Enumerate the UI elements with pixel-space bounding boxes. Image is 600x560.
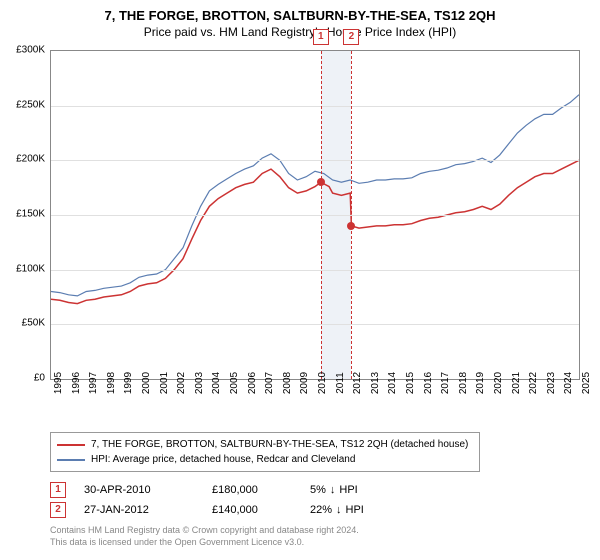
- x-axis-label: 2012: [352, 372, 363, 394]
- sale-badge: 1: [50, 482, 66, 498]
- x-axis-label: 2014: [387, 372, 398, 394]
- y-axis-label: £100K: [16, 263, 45, 274]
- gridline: [51, 160, 579, 161]
- x-axis-label: 2021: [511, 372, 522, 394]
- y-axis-label: £150K: [16, 209, 45, 220]
- sale-point-dot: [317, 178, 325, 186]
- x-axis-label: 2022: [528, 372, 539, 394]
- legend-swatch: [57, 444, 85, 446]
- sale-price: £180,000: [212, 484, 292, 496]
- x-axis-label: 2001: [159, 372, 170, 394]
- sale-date: 27-JAN-2012: [84, 504, 194, 516]
- legend-item-hpi: HPI: Average price, detached house, Redc…: [57, 452, 473, 467]
- sales-table: 130-APR-2010£180,0005%↓HPI227-JAN-2012£1…: [50, 480, 364, 520]
- footer-line: This data is licensed under the Open Gov…: [50, 537, 359, 549]
- x-axis-label: 2003: [194, 372, 205, 394]
- diff-pct: 22%: [310, 504, 332, 516]
- diff-pct: 5%: [310, 484, 326, 496]
- sale-price: £140,000: [212, 504, 292, 516]
- legend-label: 7, THE FORGE, BROTTON, SALTBURN-BY-THE-S…: [91, 437, 468, 452]
- gridline: [51, 324, 579, 325]
- arrow-down-icon: ↓: [336, 504, 342, 516]
- x-axis-label: 2006: [247, 372, 258, 394]
- x-axis-label: 1996: [71, 372, 82, 394]
- footer-attribution: Contains HM Land Registry data © Crown c…: [50, 525, 359, 548]
- x-axis-label: 2007: [264, 372, 275, 394]
- x-axis-label: 2016: [423, 372, 434, 394]
- x-axis-label: 2008: [282, 372, 293, 394]
- legend-swatch: [57, 459, 85, 461]
- legend-box: 7, THE FORGE, BROTTON, SALTBURN-BY-THE-S…: [50, 432, 480, 472]
- gridline: [51, 270, 579, 271]
- legend-label: HPI: Average price, detached house, Redc…: [91, 452, 355, 467]
- x-axis-label: 2011: [335, 372, 346, 394]
- marker-badge: 1: [313, 29, 329, 45]
- marker-line: [351, 51, 353, 379]
- footer-line: Contains HM Land Registry data © Crown c…: [50, 525, 359, 537]
- y-axis-label: £50K: [22, 318, 45, 329]
- x-axis-label: 2005: [229, 372, 240, 394]
- x-axis-label: 2002: [176, 372, 187, 394]
- x-axis-label: 1999: [123, 372, 134, 394]
- diff-suffix: HPI: [339, 484, 357, 496]
- gridline: [51, 215, 579, 216]
- x-axis-label: 2004: [211, 372, 222, 394]
- sale-row: 2 27-JAN-2012 £140,000 22% ↓ HPI: [50, 500, 364, 520]
- x-axis-label: 2010: [317, 372, 328, 394]
- x-axis-label: 2009: [299, 372, 310, 394]
- chart-title: 7, THE FORGE, BROTTON, SALTBURN-BY-THE-S…: [0, 0, 600, 23]
- x-axis-label: 2000: [141, 372, 152, 394]
- x-axis-label: 1997: [88, 372, 99, 394]
- x-axis-label: 2019: [475, 372, 486, 394]
- x-axis-label: 2013: [370, 372, 381, 394]
- marker-line: [321, 51, 323, 379]
- x-axis-label: 2015: [405, 372, 416, 394]
- chart-subtitle: Price paid vs. HM Land Registry's House …: [0, 23, 600, 39]
- y-axis-label: £250K: [16, 99, 45, 110]
- sale-point-dot: [347, 222, 355, 230]
- plot-region: 12: [50, 50, 580, 380]
- diff-suffix: HPI: [346, 504, 364, 516]
- x-axis-label: 2017: [440, 372, 451, 394]
- sale-diff: 22% ↓ HPI: [310, 504, 364, 516]
- x-axis-label: 1995: [53, 372, 64, 394]
- y-axis-label: £0: [34, 373, 45, 384]
- x-axis-label: 2018: [458, 372, 469, 394]
- legend-item-property: 7, THE FORGE, BROTTON, SALTBURN-BY-THE-S…: [57, 437, 473, 452]
- y-axis-label: £200K: [16, 154, 45, 165]
- gridline: [51, 106, 579, 107]
- sale-row: 1 30-APR-2010 £180,000 5% ↓HPI: [50, 480, 364, 500]
- sale-badge: 2: [50, 502, 66, 518]
- arrow-down-icon: ↓: [330, 484, 336, 496]
- sale-date: 30-APR-2010: [84, 484, 194, 496]
- x-axis-label: 2025: [581, 372, 592, 394]
- x-axis-label: 2024: [563, 372, 574, 394]
- sale-diff: 5% ↓HPI: [310, 484, 358, 496]
- chart-area: 12 £0£50K£100K£150K£200K£250K£300K199519…: [50, 50, 580, 410]
- x-axis-label: 1998: [106, 372, 117, 394]
- series-line-hpi: [51, 95, 579, 296]
- y-axis-label: £300K: [16, 45, 45, 56]
- x-axis-label: 2020: [493, 372, 504, 394]
- marker-badge: 2: [343, 29, 359, 45]
- x-axis-label: 2023: [546, 372, 557, 394]
